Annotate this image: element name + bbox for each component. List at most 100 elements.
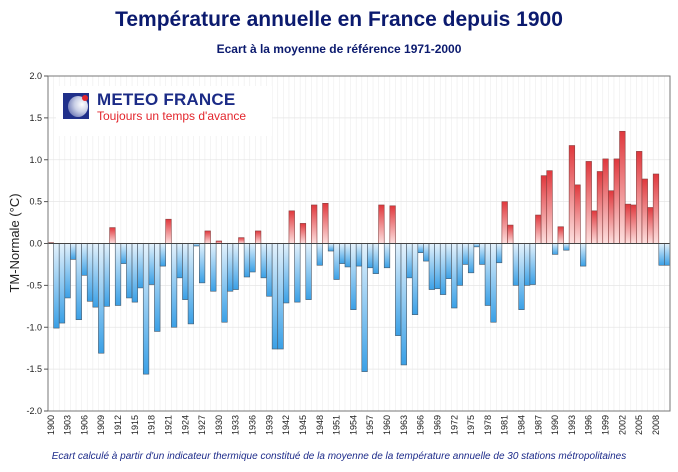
bar-1961 [389, 205, 396, 244]
chart-title: Température annuelle en France depuis 19… [115, 8, 563, 31]
bar-2005 [636, 151, 643, 244]
bar-1923 [176, 243, 183, 279]
x-tick-label: 2002 [617, 415, 627, 435]
bar-1906 [81, 243, 88, 276]
bar-1978 [484, 243, 491, 306]
bar-1913 [120, 243, 127, 264]
bar-1925 [187, 243, 194, 325]
bar-1942 [283, 243, 290, 304]
bar-1992 [563, 243, 570, 251]
bar-1994 [574, 184, 581, 244]
x-tick-label: 1975 [466, 415, 476, 435]
x-tick-label: 1960 [382, 415, 392, 435]
bar-2003 [624, 203, 632, 244]
bar-1972 [451, 243, 458, 309]
bar-1960 [383, 243, 391, 269]
bar-1921 [165, 218, 172, 244]
bar-1971 [445, 243, 452, 279]
y-tick-label: 1.5 [29, 113, 42, 123]
bar-1904 [70, 243, 77, 260]
y-tick-label: -1.5 [26, 364, 42, 374]
bar-1928 [204, 230, 211, 244]
x-tick-label: 1900 [46, 415, 56, 435]
x-tick-label: 1915 [130, 415, 140, 435]
y-tick-label: 0.0 [29, 239, 42, 249]
bar-1909 [98, 243, 105, 354]
x-tick-label: 1954 [348, 415, 358, 435]
bar-1986 [529, 243, 536, 285]
y-tick-label: -0.5 [26, 280, 42, 290]
bar-1901 [53, 243, 60, 329]
bar-2002 [619, 130, 626, 244]
bar-1974 [462, 243, 469, 265]
bar-1927 [199, 243, 206, 284]
bar-1939 [266, 243, 273, 297]
bar-2000 [608, 190, 615, 244]
bar-1940 [271, 243, 279, 350]
bar-1987 [535, 214, 542, 244]
bar-1985 [524, 243, 531, 286]
bar-1938 [260, 243, 267, 279]
bar-1981 [501, 201, 508, 244]
bar-1935 [243, 243, 251, 278]
x-tick-label: 1939 [264, 415, 274, 435]
bar-1911 [109, 227, 116, 244]
x-tick-label: 1987 [533, 415, 543, 435]
bar-1933 [232, 243, 239, 290]
bar-1907 [86, 243, 94, 302]
bar-1912 [114, 243, 122, 306]
bar-1902 [58, 243, 66, 324]
bar-1983 [512, 243, 519, 286]
x-tick-label: 1948 [315, 415, 325, 435]
x-tick-label: 1972 [449, 415, 459, 435]
bar-1954 [350, 243, 357, 310]
bar-2001 [613, 158, 620, 244]
bar-1914 [126, 243, 133, 299]
bar-1943 [288, 210, 295, 244]
bar-1922 [170, 243, 178, 328]
bar-1950 [327, 243, 335, 252]
logo-name: METEO FRANCE [97, 90, 236, 109]
x-tick-label: 1903 [63, 415, 73, 435]
bar-1957 [367, 243, 374, 269]
y-axis: 2.0 1.5 1.0 0.5 0.0 -0.5 -1.0 -1.5 -2.0 [26, 71, 48, 416]
x-tick-label: 1969 [432, 415, 442, 435]
logo-tagline: Toujours un temps d'avance [97, 109, 247, 123]
bar-2006 [641, 178, 648, 244]
x-tick-label: 1942 [281, 415, 291, 435]
bar-1908 [92, 243, 99, 308]
x-tick-label: 1957 [365, 415, 375, 435]
x-tick-label: 1930 [214, 415, 224, 435]
x-tick-label: 1933 [231, 415, 241, 435]
y-tick-label: -1.0 [26, 322, 42, 332]
x-tick-label: 1996 [584, 415, 594, 435]
bar-1973 [456, 243, 463, 286]
bar-1948 [316, 243, 323, 266]
bar-1934 [238, 237, 245, 244]
x-tick-label: 1924 [180, 415, 190, 435]
x-tick-label: 1963 [399, 415, 409, 435]
y-tick-label: 1.0 [29, 155, 42, 165]
bar-1955 [355, 243, 363, 267]
bar-1963 [400, 243, 407, 366]
bar-2008 [652, 173, 660, 244]
bar-1937 [255, 230, 262, 244]
bar-1982 [507, 224, 514, 244]
x-tick-label: 1918 [147, 415, 157, 435]
bar-1996 [585, 161, 592, 244]
bar-1964 [406, 243, 413, 279]
bar-1962 [395, 243, 402, 336]
x-tick-label: 1951 [332, 415, 342, 435]
bar-1941 [277, 243, 284, 350]
x-axis: 1900 1903 1906 1909 1912 1915 1918 1921 1924 1927… [46, 415, 661, 435]
chart-subtitle: Ecart à la moyenne de référence 1971-200… [216, 42, 462, 56]
bar-1965 [411, 243, 419, 315]
bar-1956 [361, 243, 368, 372]
bar-2007 [647, 207, 654, 244]
bar-1929 [210, 243, 217, 292]
bar-1953 [344, 243, 351, 268]
x-tick-label: 1906 [79, 415, 89, 435]
bar-1952 [339, 243, 346, 264]
bar-1917 [142, 243, 150, 375]
